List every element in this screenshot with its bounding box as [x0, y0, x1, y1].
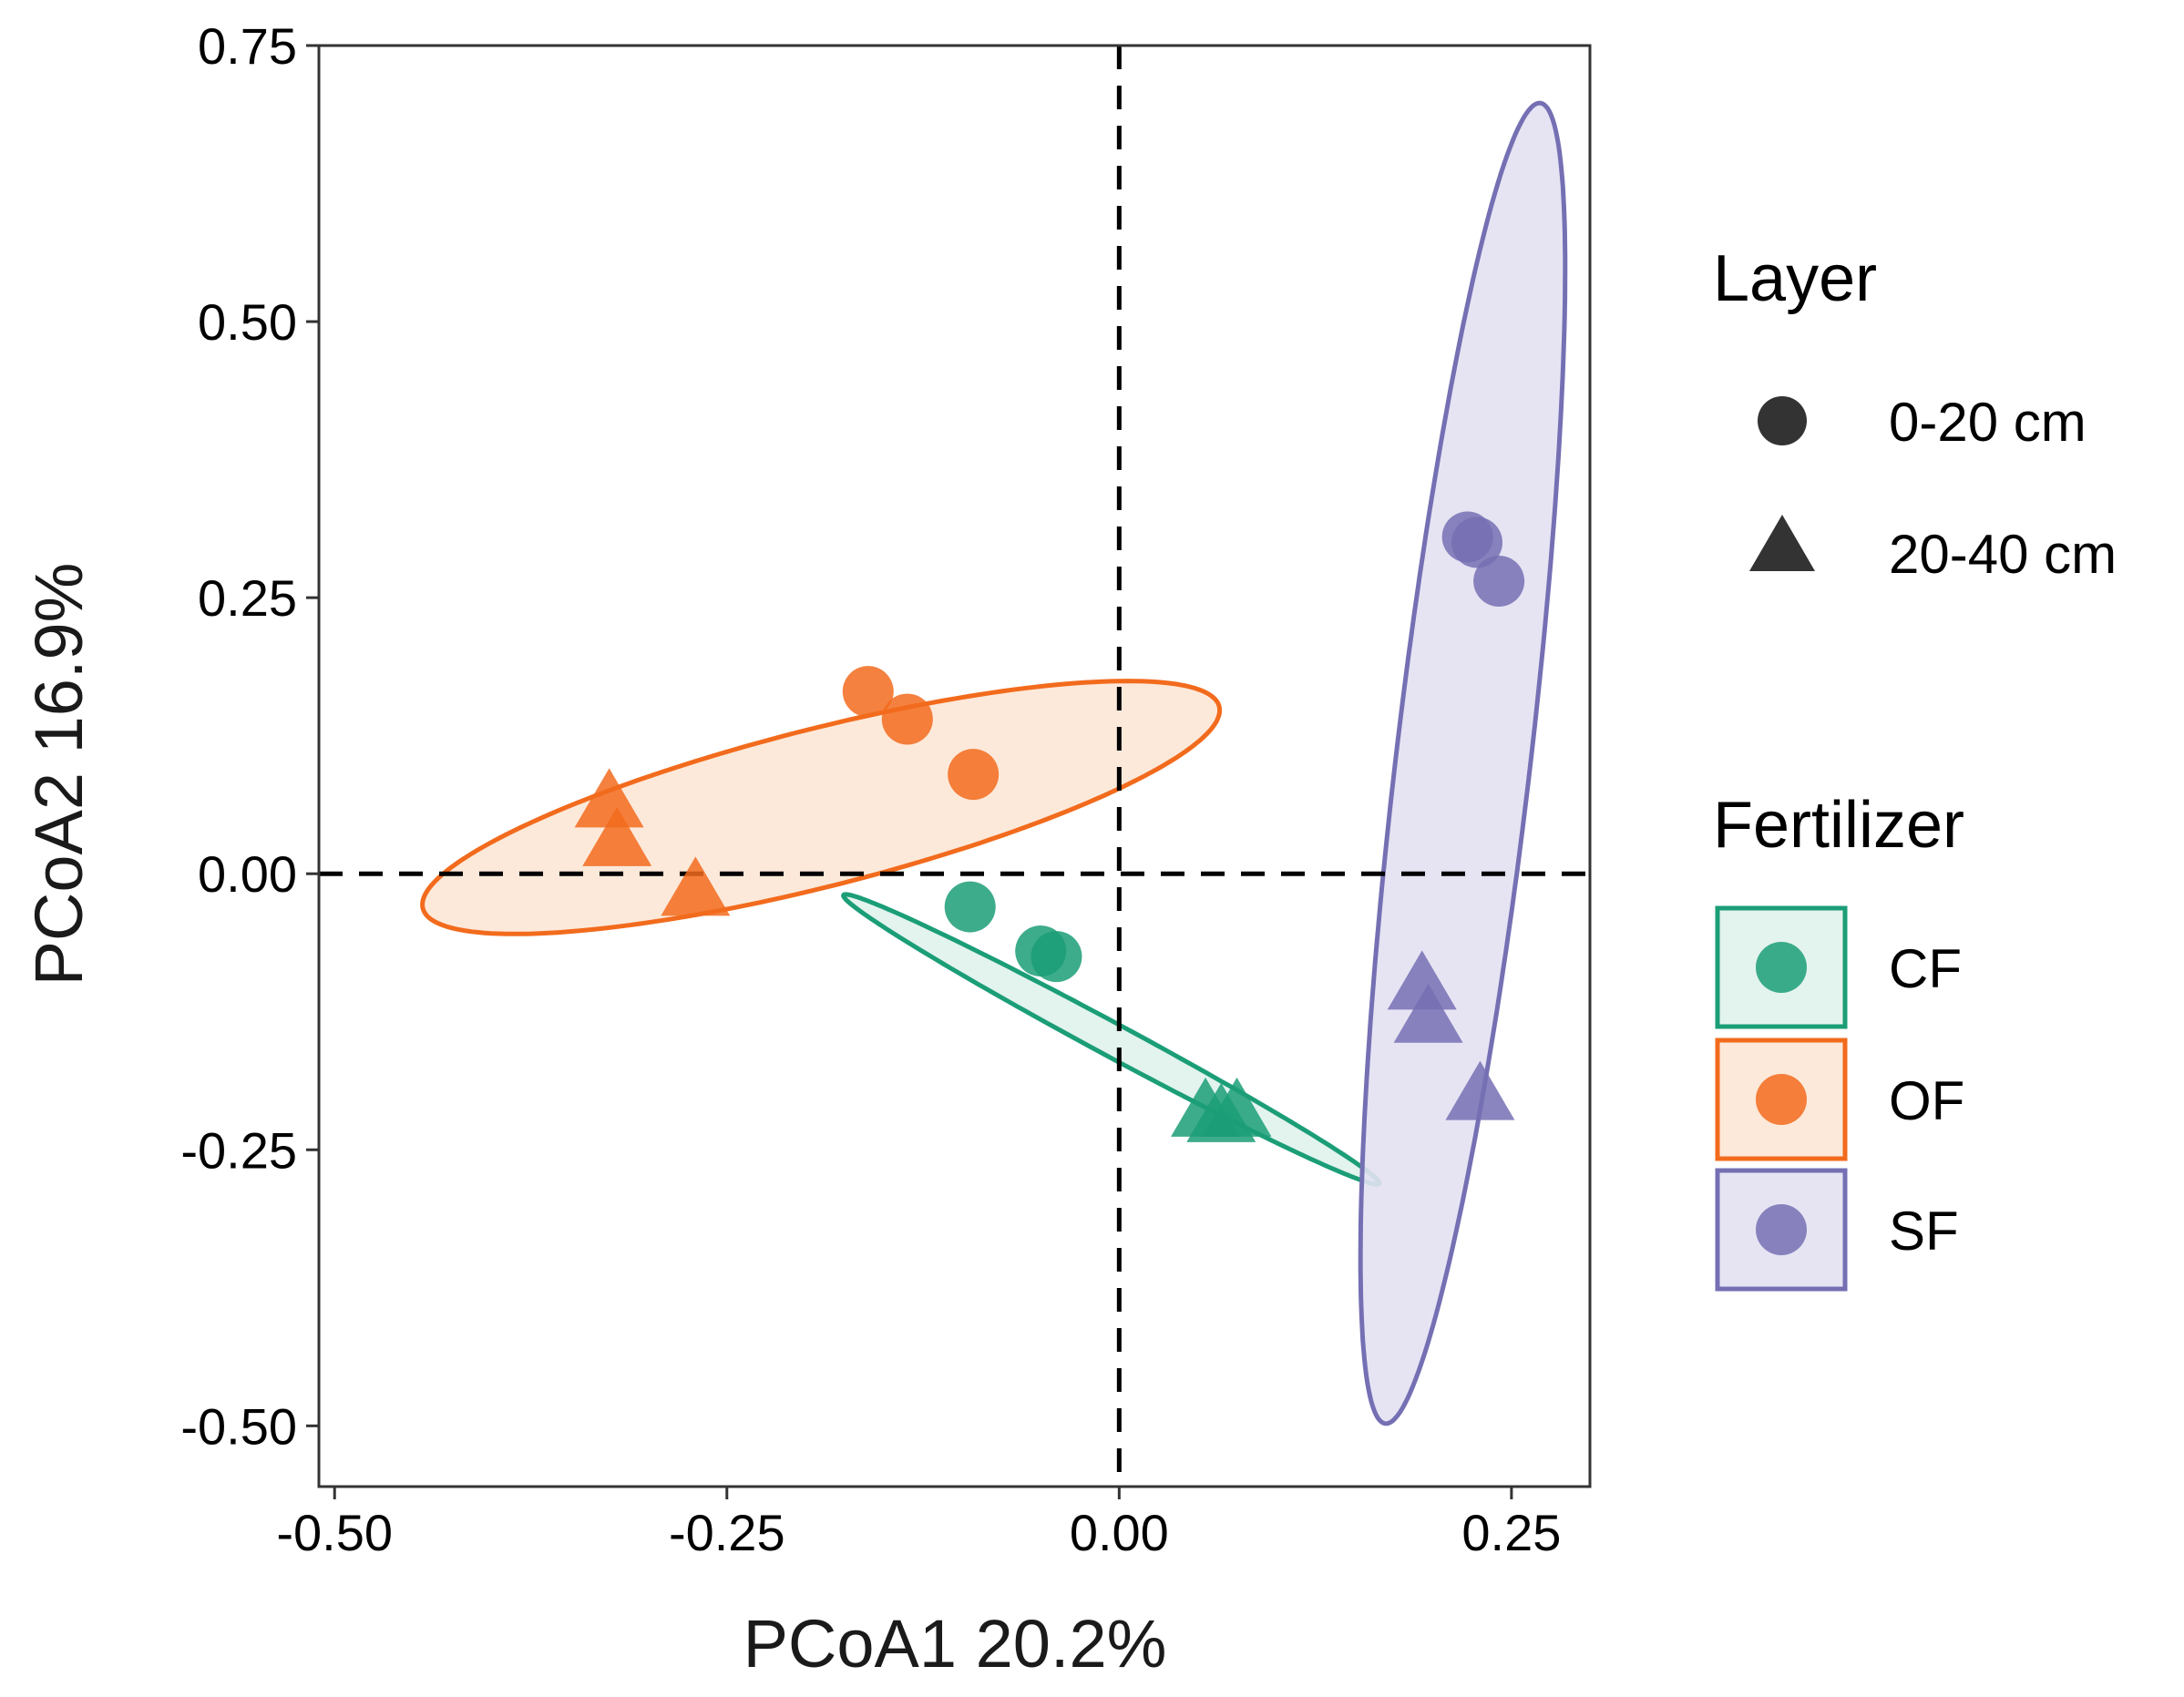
point-of-2: [948, 749, 1000, 801]
y-tick-label: 0.00: [198, 845, 297, 903]
legend-fertilizer: Fertilizer CF OF SF: [1713, 789, 1964, 1292]
legend-fertilizer-label-cf: CF: [1889, 938, 1962, 999]
legend-layer-title: Layer: [1713, 242, 1877, 315]
legend-key-marker-sf: [1756, 1204, 1807, 1255]
legend-key-marker-of: [1756, 1074, 1807, 1125]
reference-lines: [319, 46, 1590, 1487]
legend-layer-label-1: 20-40 cm: [1889, 524, 2117, 585]
legend-layer: Layer 0-20 cm 20-40 cm: [1713, 242, 2117, 585]
legend-fertilizer-title: Fertilizer: [1713, 789, 1964, 862]
y-axis-title: PCoA2 16.9%: [21, 563, 97, 987]
point-of-1: [881, 693, 933, 745]
y-tick-label: 0.75: [198, 17, 297, 75]
ellipse-sf: [1358, 100, 1568, 1426]
legend-fertilizer-label-sf: SF: [1889, 1201, 1959, 1262]
point-cf-0: [944, 881, 996, 933]
y-tick-label: 0.50: [198, 293, 297, 351]
data-points: [574, 511, 1525, 1142]
y-axis-ticks: -0.50 -0.25 0.00 0.25 0.50 0.75: [180, 17, 319, 1455]
x-tick-label: -0.50: [276, 1504, 393, 1561]
plot-panel-border: [317, 44, 1592, 1488]
legend-fertilizer-label-of: OF: [1889, 1070, 1964, 1131]
point-sf-4: [1393, 983, 1463, 1043]
ellipse-of: [420, 679, 1223, 936]
point-of-0: [842, 666, 894, 718]
legend-circle-marker: [1758, 396, 1807, 445]
x-tick-label: 0.25: [1461, 1504, 1561, 1561]
point-of-3: [574, 768, 644, 828]
y-tick-label: -0.25: [180, 1121, 297, 1179]
y-tick-label: 0.25: [198, 569, 297, 627]
point-cf-2: [1030, 931, 1082, 983]
point-sf-1: [1451, 516, 1502, 568]
point-cf-5: [1202, 1077, 1272, 1137]
point-sf-5: [1445, 1060, 1515, 1120]
x-axis-ticks: -0.50 -0.25 0.00 0.25: [276, 1487, 1561, 1561]
point-of-5: [661, 856, 731, 916]
y-tick-label: -0.50: [180, 1397, 297, 1455]
x-tick-label: 0.00: [1070, 1504, 1169, 1561]
legend-triangle-marker: [1749, 515, 1815, 571]
point-sf-3: [1387, 950, 1457, 1010]
legend-key-marker-cf: [1756, 942, 1807, 993]
x-axis-title: PCoA1 20.2%: [743, 1606, 1167, 1682]
point-of-4: [582, 806, 652, 866]
point-sf-2: [1473, 555, 1525, 607]
legend-layer-label-0: 0-20 cm: [1889, 392, 2087, 453]
x-tick-label: -0.25: [669, 1504, 785, 1561]
